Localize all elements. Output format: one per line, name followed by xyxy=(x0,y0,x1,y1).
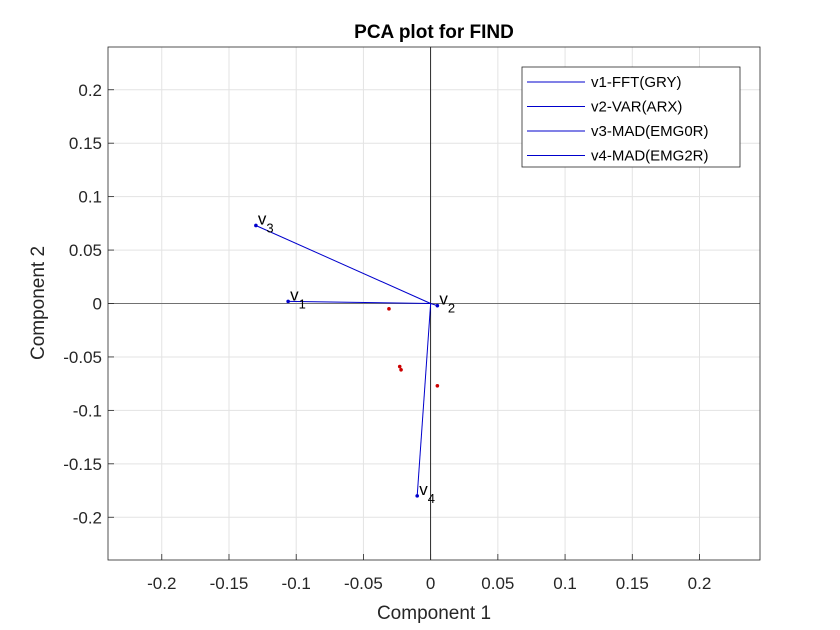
y-tick-label: -0.1 xyxy=(73,401,102,420)
x-tick-label: -0.05 xyxy=(344,574,383,593)
x-tick-label: 0.2 xyxy=(688,574,712,593)
legend-entry-v1: v1-FFT(GRY) xyxy=(591,74,682,91)
vector-label-v4: v4 xyxy=(419,480,435,506)
vector-tip-v1 xyxy=(286,299,290,304)
y-tick-label: 0.05 xyxy=(69,241,102,260)
observations xyxy=(387,307,440,388)
legend-box xyxy=(521,66,741,168)
y-tick-label: -0.05 xyxy=(63,348,102,367)
x-axis-label: Component 1 xyxy=(377,603,491,624)
chart-title: PCA plot for FIND xyxy=(354,22,514,43)
vector-tip-v3 xyxy=(254,223,258,228)
legend-entry-v3: v3-MAD(EMG0R) xyxy=(591,123,709,140)
vector-line-v1 xyxy=(288,300,431,304)
x-tick-label: -0.15 xyxy=(210,574,249,593)
vector-labels: v1 v2 v3 v4 xyxy=(258,209,455,505)
vector-label-v1: v1 xyxy=(290,285,306,311)
y-tick-label: 0.2 xyxy=(78,81,102,100)
y-tick-label: -0.2 xyxy=(73,508,102,527)
y-tick-label: 0.15 xyxy=(69,134,102,153)
x-tick-labels: -0.2 -0.15 -0.1 -0.05 0 0.05 0.1 0.15 0.2 xyxy=(147,554,711,593)
vector-tip-v2 xyxy=(435,303,440,308)
observation-point xyxy=(435,383,440,388)
legend-entry-v4: v4-MAD(EMG2R) xyxy=(591,148,709,165)
vector-line-v4 xyxy=(416,303,432,496)
observation-point xyxy=(399,367,403,372)
y-tick-label: -0.15 xyxy=(63,455,102,474)
x-tick-label: 0.15 xyxy=(616,574,649,593)
vectors xyxy=(254,223,440,498)
x-tick-label: -0.1 xyxy=(282,574,311,593)
y-tick-label: 0.1 xyxy=(78,188,102,207)
legend: v1-FFT(GRY) v2-VAR(ARX) v3-MAD(EMG0R) v4-MA… xyxy=(521,66,741,168)
x-tick-label: 0 xyxy=(426,574,435,593)
y-tick-labels: 0.2 0.15 0.1 0.05 0 -0.05 -0.1 -0.15 -0.2 xyxy=(63,81,114,527)
observation-point xyxy=(397,364,402,369)
x-tick-label: 0.1 xyxy=(553,574,577,593)
vector-tip-v4 xyxy=(415,494,419,498)
legend-entry-v2: v2-VAR(ARX) xyxy=(591,99,682,116)
x-tick-label: -0.2 xyxy=(147,574,176,593)
observation-point xyxy=(387,307,391,311)
x-tick-label: 0.05 xyxy=(481,574,514,593)
y-tick-label: 0 xyxy=(93,295,102,314)
vector-line-v3 xyxy=(255,225,431,304)
vector-label-v2: v2 xyxy=(439,290,455,316)
vector-label-v3: v3 xyxy=(258,209,274,235)
y-axis-label: Component 2 xyxy=(28,246,49,360)
